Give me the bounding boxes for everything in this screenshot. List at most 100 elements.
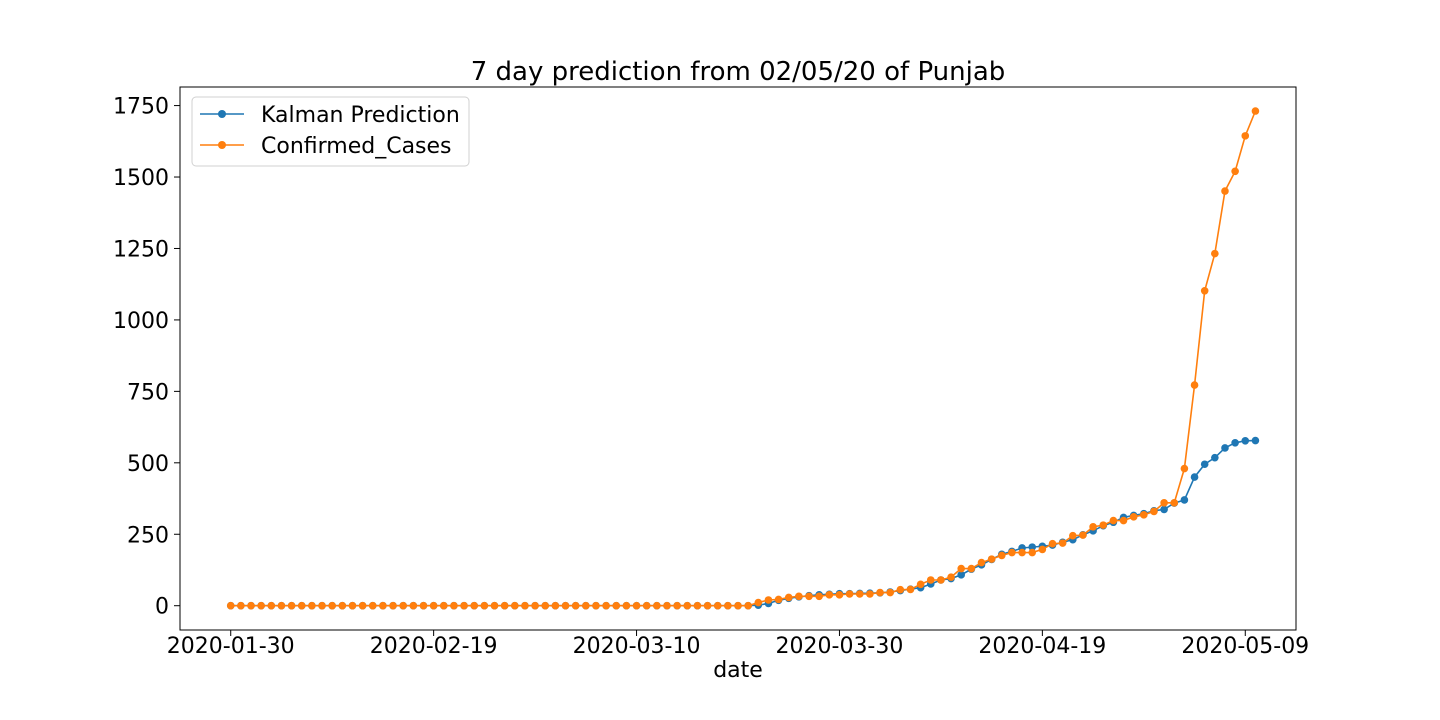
data-point-kalman-prediction	[1221, 444, 1229, 452]
data-point-confirmed-cases	[774, 595, 783, 604]
x-tick-label: 2020-05-09	[1181, 634, 1309, 659]
x-axis-label: date	[713, 658, 763, 683]
data-point-confirmed-cases	[795, 592, 803, 601]
data-point-confirmed-cases	[825, 591, 834, 599]
y-tick-label: 0	[155, 595, 169, 620]
data-point-confirmed-cases	[480, 601, 489, 610]
data-point-confirmed-cases	[683, 601, 692, 610]
axes: 0 250 500 750 1000 1250 1500 1750 2020-01-30 2020…	[113, 86, 1309, 659]
series-line-confirmed-cases	[230, 110, 1257, 607]
data-point-confirmed-cases	[287, 601, 296, 610]
data-point-confirmed-cases	[1200, 286, 1209, 295]
data-point-confirmed-cases	[592, 601, 600, 610]
data-point-confirmed-cases	[277, 601, 286, 610]
data-point-kalman-prediction	[1028, 543, 1037, 551]
data-point-confirmed-cases	[338, 601, 347, 610]
data-point-confirmed-cases	[734, 601, 742, 610]
data-point-confirmed-cases	[1109, 516, 1118, 525]
data-point-confirmed-cases	[1140, 511, 1148, 519]
data-point-kalman-prediction	[1180, 496, 1189, 504]
data-point-confirmed-cases	[673, 601, 681, 610]
data-point-confirmed-cases	[744, 601, 752, 610]
y-tick-label: 1250	[113, 237, 169, 262]
data-point-confirmed-cases	[582, 601, 590, 610]
legend-marker-kalman	[218, 110, 226, 118]
data-point-kalman-prediction	[957, 571, 965, 579]
data-point-confirmed-cases	[855, 590, 864, 598]
data-point-confirmed-cases	[1038, 545, 1047, 554]
data-point-confirmed-cases	[1018, 548, 1026, 557]
chart-title: 7 day prediction from 02/05/20 of Punjab	[471, 57, 1006, 87]
data-point-confirmed-cases	[1028, 548, 1037, 557]
data-point-confirmed-cases	[632, 601, 641, 610]
data-point-confirmed-cases	[399, 601, 408, 610]
data-point-confirmed-cases	[876, 588, 884, 597]
data-point-confirmed-cases	[571, 601, 580, 610]
data-point-kalman-prediction	[1190, 473, 1199, 481]
data-point-confirmed-cases	[805, 592, 813, 601]
data-point-confirmed-cases	[460, 601, 468, 610]
data-point-confirmed-cases	[693, 601, 702, 610]
data-point-confirmed-cases	[561, 601, 570, 610]
data-point-confirmed-cases	[368, 601, 377, 610]
data-point-confirmed-cases	[257, 601, 265, 610]
data-point-confirmed-cases	[1180, 464, 1189, 473]
y-tick-label: 1000	[113, 309, 169, 334]
data-point-confirmed-cases	[866, 590, 874, 598]
data-point-confirmed-cases	[713, 601, 722, 610]
legend-label-confirmed: Confirmed_Cases	[261, 134, 452, 159]
data-point-confirmed-cases	[541, 601, 550, 610]
data-point-kalman-prediction	[1241, 437, 1250, 445]
x-tick-label: 2020-02-19	[370, 634, 498, 659]
data-point-confirmed-cases	[642, 601, 651, 610]
data-point-confirmed-cases	[1251, 107, 1260, 115]
data-point-kalman-prediction	[1160, 505, 1168, 514]
data-point-confirmed-cases	[703, 601, 712, 610]
data-point-confirmed-cases	[886, 588, 894, 597]
legend: Kalman Prediction Confirmed_Cases	[191, 96, 470, 167]
data-point-confirmed-cases	[1231, 167, 1239, 176]
data-point-confirmed-cases	[653, 601, 661, 610]
data-point-confirmed-cases	[1058, 539, 1067, 547]
data-point-confirmed-cases	[358, 601, 367, 610]
data-point-confirmed-cases	[1150, 507, 1158, 516]
data-point-kalman-prediction	[1231, 439, 1239, 447]
data-point-confirmed-cases	[612, 601, 621, 610]
data-point-confirmed-cases	[1160, 499, 1168, 507]
data-point-confirmed-cases	[237, 601, 245, 610]
data-point-confirmed-cases	[419, 601, 428, 610]
data-point-confirmed-cases	[1008, 548, 1016, 557]
data-point-confirmed-cases	[1099, 521, 1108, 529]
data-point-confirmed-cases	[490, 601, 499, 610]
data-point-confirmed-cases	[328, 601, 336, 610]
x-tick-label: 2020-03-10	[573, 634, 701, 659]
data-point-confirmed-cases	[409, 601, 418, 610]
y-tick-label: 1750	[113, 95, 169, 120]
data-point-confirmed-cases	[1190, 381, 1199, 389]
y-tick-label: 250	[127, 523, 169, 548]
y-tick-label: 750	[127, 380, 169, 405]
data-point-confirmed-cases	[521, 601, 529, 610]
data-point-confirmed-cases	[764, 596, 773, 604]
data-point-confirmed-cases	[835, 591, 844, 599]
data-point-confirmed-cases	[379, 601, 387, 610]
data-point-confirmed-cases	[916, 580, 925, 589]
plot-frame	[179, 86, 1297, 631]
legend-box	[191, 96, 470, 167]
legend-marker-confirmed	[218, 141, 226, 149]
data-point-confirmed-cases	[389, 601, 397, 610]
data-point-confirmed-cases	[297, 601, 306, 610]
data-point-confirmed-cases	[815, 592, 823, 601]
data-point-confirmed-cases	[1069, 531, 1077, 540]
data-point-confirmed-cases	[267, 601, 276, 610]
data-point-confirmed-cases	[308, 601, 316, 610]
data-point-confirmed-cases	[937, 576, 945, 584]
data-point-confirmed-cases	[977, 558, 986, 567]
data-point-confirmed-cases	[997, 551, 1006, 560]
data-point-confirmed-cases	[754, 598, 763, 607]
data-point-confirmed-cases	[967, 564, 976, 573]
data-point-confirmed-cases	[926, 576, 935, 584]
legend-label-kalman: Kalman Prediction	[261, 103, 460, 128]
x-tick-label: 2020-01-30	[167, 634, 295, 659]
plot-area	[226, 107, 1260, 610]
